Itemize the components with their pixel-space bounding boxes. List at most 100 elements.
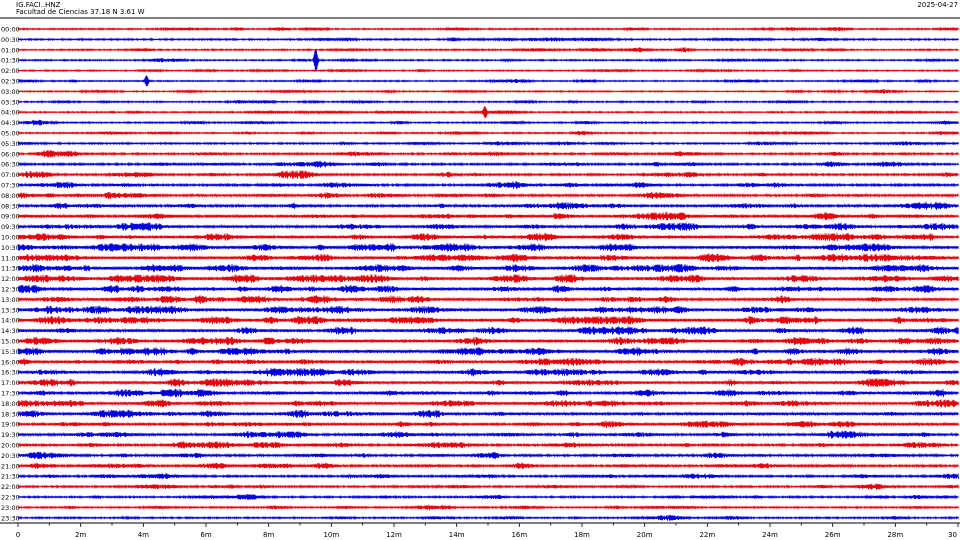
x-tick-label: 26m xyxy=(825,531,841,539)
row-label: 14:00 xyxy=(1,317,20,325)
trace-row xyxy=(17,326,959,335)
trace-row xyxy=(17,222,959,231)
row-label: 14:30 xyxy=(1,327,20,335)
trace-rows: 00:00 00:30 01:00 01:30 02:00 02:30 03:00 03:30… xyxy=(1,26,959,522)
row-label: 18:30 xyxy=(1,410,20,418)
row-label: 05:30 xyxy=(1,140,20,148)
row-label: 10:30 xyxy=(1,244,20,252)
trace-row xyxy=(17,367,959,377)
x-tick-label: 12m xyxy=(386,531,402,539)
x-axis: 0 2m 4m 6m 8m 10m 12m 14m 16m 18m 20m 22m 24m 26m 28m 3… xyxy=(16,523,959,539)
trace-row xyxy=(17,295,959,304)
row-label: 13:30 xyxy=(1,306,20,314)
trace-row xyxy=(17,149,959,158)
row-label: 04:00 xyxy=(1,109,20,117)
trace-row xyxy=(17,462,959,470)
trace-row xyxy=(17,399,959,408)
row-label: 03:30 xyxy=(1,98,20,106)
x-tick-label: 22m xyxy=(699,531,715,539)
row-label: 21:30 xyxy=(1,473,20,481)
trace-row xyxy=(17,441,959,449)
row-label: 13:00 xyxy=(1,296,20,304)
trace-row xyxy=(17,409,959,418)
trace-row xyxy=(17,378,959,387)
trace-row xyxy=(17,263,959,273)
trace-row xyxy=(17,57,959,63)
row-label: 12:00 xyxy=(1,275,20,283)
row-label: 01:30 xyxy=(1,57,20,65)
trace-row xyxy=(17,212,959,221)
trace-row xyxy=(17,36,959,43)
x-tick-label: 20m xyxy=(637,531,653,539)
x-tick-label: 18m xyxy=(574,531,590,539)
trace-row xyxy=(17,181,959,189)
record-date: 2025-04-27 xyxy=(917,1,958,9)
row-label: 06:30 xyxy=(1,161,20,169)
trace-row xyxy=(17,26,959,32)
row-label: 18:00 xyxy=(1,400,20,408)
trace-row xyxy=(17,170,959,179)
trace-row xyxy=(17,274,959,283)
row-label: 15:30 xyxy=(1,348,20,356)
row-label: 00:00 xyxy=(1,26,20,34)
row-label: 23:00 xyxy=(1,504,20,512)
row-label: 19:30 xyxy=(1,431,20,439)
trace-row xyxy=(17,99,959,105)
row-label: 20:00 xyxy=(1,442,20,450)
x-tick-label: 0 xyxy=(16,531,20,539)
row-label: 05:00 xyxy=(1,130,20,138)
trace-row xyxy=(17,67,959,74)
trace-row xyxy=(17,232,959,242)
row-label: 16:00 xyxy=(1,358,20,366)
row-label: 02:30 xyxy=(1,78,20,86)
trace-row xyxy=(17,284,959,294)
row-label: 10:00 xyxy=(1,234,20,242)
event-spike xyxy=(142,75,151,87)
x-tick-label: 30 xyxy=(948,531,957,539)
row-label: 03:00 xyxy=(1,88,20,96)
row-label: 06:00 xyxy=(1,150,20,158)
row-label: 02:00 xyxy=(1,67,20,75)
station-code: IG.FACI..HNZ xyxy=(16,1,61,9)
trace-row xyxy=(17,494,959,500)
trace-row xyxy=(17,78,959,84)
x-tick-label: 8m xyxy=(263,531,274,539)
row-label: 22:00 xyxy=(1,483,20,491)
trace-row xyxy=(17,140,959,147)
x-tick-label: 24m xyxy=(762,531,778,539)
trace-row xyxy=(17,88,959,95)
trace-row xyxy=(17,191,959,200)
row-label: 11:30 xyxy=(1,265,20,273)
trace-row xyxy=(17,160,959,168)
trace-row xyxy=(17,357,959,366)
trace-row xyxy=(17,47,959,53)
trace-row xyxy=(17,430,959,439)
row-label: 07:00 xyxy=(1,171,20,179)
row-label: 17:00 xyxy=(1,379,20,387)
x-tick-label: 14m xyxy=(449,531,465,539)
trace-row xyxy=(17,504,959,511)
x-tick-label: 16m xyxy=(511,531,527,539)
row-label: 20:30 xyxy=(1,452,20,460)
trace-row xyxy=(17,315,959,325)
x-tick-label: 28m xyxy=(887,531,903,539)
row-label: 16:30 xyxy=(1,369,20,377)
trace-row xyxy=(17,243,959,252)
trace-row xyxy=(17,420,959,428)
trace-row xyxy=(17,253,959,263)
row-label: 08:00 xyxy=(1,192,20,200)
row-label: 04:30 xyxy=(1,119,20,127)
trace-row xyxy=(17,388,959,398)
event-spike xyxy=(312,49,320,72)
row-label: 09:30 xyxy=(1,223,20,231)
event-spike xyxy=(481,106,489,119)
trace-row xyxy=(17,201,959,211)
trace-row xyxy=(17,347,959,356)
row-label: 15:00 xyxy=(1,338,20,346)
trace-row xyxy=(17,514,959,521)
row-label: 22:30 xyxy=(1,494,20,502)
trace-row xyxy=(17,336,959,346)
row-label: 19:00 xyxy=(1,421,20,429)
x-tick-label: 6m xyxy=(200,531,211,539)
row-label: 21:00 xyxy=(1,462,20,470)
